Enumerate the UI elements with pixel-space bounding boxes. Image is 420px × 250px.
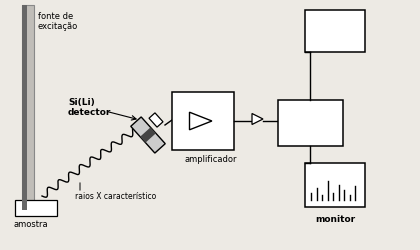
Text: fonte de
excitação: fonte de excitação (38, 12, 78, 32)
Bar (305, 163, 365, 207)
Bar (22, 5, 34, 210)
Bar (22, 5, 27, 210)
Bar (305, 10, 365, 52)
Polygon shape (149, 113, 163, 127)
Text: proces-
sador: proces- sador (316, 21, 354, 41)
Polygon shape (131, 117, 165, 153)
Bar (278, 100, 343, 146)
Text: amplificador: amplificador (185, 155, 237, 164)
Text: amostra: amostra (13, 220, 47, 229)
Text: raios X característico: raios X característico (75, 192, 156, 201)
Text: computa-
dor: computa- dor (286, 113, 334, 133)
Polygon shape (189, 112, 212, 130)
Bar (172, 92, 234, 150)
Bar (15, 200, 57, 216)
Polygon shape (140, 127, 156, 143)
Text: Si(Li)
detector: Si(Li) detector (68, 98, 111, 117)
Polygon shape (252, 114, 263, 124)
Text: monitor: monitor (315, 215, 355, 224)
